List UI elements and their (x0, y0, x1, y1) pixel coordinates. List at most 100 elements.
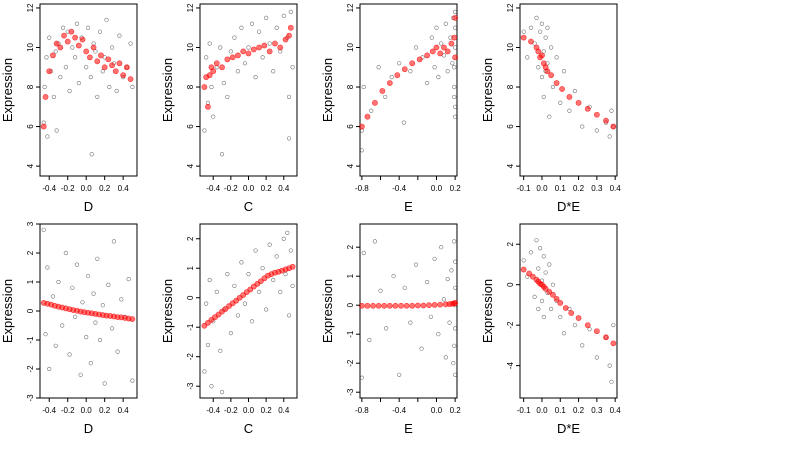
data-point (250, 46, 257, 53)
x-tick-label: -0.2 (224, 184, 238, 193)
data-point (94, 58, 101, 65)
data-point (452, 343, 457, 348)
data-point (548, 72, 555, 79)
series-red (520, 266, 617, 347)
data-point (256, 289, 262, 294)
data-point (447, 320, 452, 325)
x-axis-label: D*E (557, 421, 580, 436)
x-tick-label: -0.4 (42, 184, 56, 193)
data-point (453, 372, 458, 377)
chart-panel-top-de: -0.1 0.0 0.1 0.2 0.3 0.4 4 6 8 10 12 D*E Expression (480, 3, 621, 214)
data-point (111, 239, 117, 244)
data-point (439, 245, 444, 250)
data-point (580, 124, 585, 129)
data-point (431, 302, 438, 308)
data-point (433, 44, 440, 51)
data-point (572, 88, 578, 94)
data-point (429, 35, 434, 40)
data-point (568, 310, 575, 316)
data-point (261, 42, 268, 49)
data-point (120, 72, 127, 79)
x-tick-label: 0.0 (431, 184, 443, 193)
x-tick-label: -0.8 (355, 406, 369, 415)
data-point (204, 55, 209, 60)
y-tick-label: 10 (26, 42, 35, 51)
chart-panel-bottom-c: -0.4 -0.2 0.0 0.2 0.4 -3 -2 -1 0 1 2 C Expression (160, 223, 298, 436)
data-point (453, 104, 458, 109)
data-point (536, 65, 541, 70)
plot-frame (39, 3, 138, 177)
data-point (101, 64, 108, 71)
y-tick-label: 12 (346, 3, 355, 12)
x-tick-label: 0.2 (261, 184, 273, 193)
data-point (53, 40, 60, 47)
x-axis-label: D*E (557, 199, 580, 214)
chart-panel-bottom-d: -0.4 -0.2 0.0 0.2 0.4 -3 -2 -1 0 1 2 3 D Expression (0, 221, 138, 436)
data-point (580, 343, 585, 348)
data-point (452, 54, 459, 61)
data-point (534, 15, 539, 20)
data-point (520, 34, 527, 41)
data-point (47, 366, 52, 372)
data-point (53, 49, 58, 54)
x-tick-label: -0.4 (206, 406, 220, 415)
data-point (213, 60, 220, 67)
y-tick-label: 0 (26, 308, 35, 313)
data-point (453, 45, 458, 50)
y-axis-label: Expression (160, 58, 175, 122)
data-point (425, 279, 430, 285)
data-point (218, 45, 223, 50)
data-point (361, 84, 366, 90)
data-point (128, 41, 133, 46)
data-point (441, 44, 447, 51)
data-point (543, 35, 548, 40)
data-point (97, 337, 103, 343)
data-point (432, 256, 437, 261)
data-point (264, 307, 269, 312)
data-point (104, 17, 109, 22)
y-tick-label: -2 (506, 321, 515, 329)
data-point (575, 315, 582, 321)
data-point (437, 50, 444, 57)
data-point (544, 68, 551, 75)
data-point (539, 21, 545, 26)
data-point (73, 55, 78, 60)
data-point (547, 114, 552, 119)
data-point (91, 291, 96, 296)
data-point (266, 48, 273, 55)
data-point (61, 32, 67, 39)
x-tick-label: -0.2 (61, 184, 75, 193)
y-tick-label: 0 (506, 282, 515, 287)
data-point (272, 40, 278, 47)
y-axis-label: Expression (0, 279, 15, 343)
data-point (42, 94, 49, 100)
data-point (584, 322, 591, 329)
data-point (84, 65, 89, 70)
data-point (538, 29, 543, 34)
x-tick-label: 0.0 (431, 406, 443, 415)
data-point (283, 272, 288, 277)
y-tick-label: 6 (506, 124, 515, 129)
data-point (359, 375, 364, 380)
data-point (452, 14, 459, 21)
data-point (85, 25, 91, 30)
data-point (453, 259, 458, 264)
data-point (249, 319, 255, 324)
data-point (219, 152, 225, 157)
y-tick-label: 0 (186, 295, 195, 300)
data-point (119, 297, 124, 302)
data-point (414, 302, 421, 309)
series-red (201, 24, 294, 110)
chart-panel-bottom-e: -0.8 -0.4 0.0 0.2 -3 -2 -1 0 1 2 E Expression (320, 223, 461, 436)
data-point (367, 337, 372, 343)
x-tick-label: 0.1 (555, 184, 567, 193)
data-point (80, 300, 85, 305)
data-point (452, 84, 457, 90)
data-point (109, 326, 115, 331)
data-point (441, 297, 447, 302)
data-point (63, 65, 68, 70)
data-point (115, 349, 120, 354)
data-point (425, 80, 430, 86)
data-point (50, 52, 56, 59)
data-point (271, 277, 276, 283)
